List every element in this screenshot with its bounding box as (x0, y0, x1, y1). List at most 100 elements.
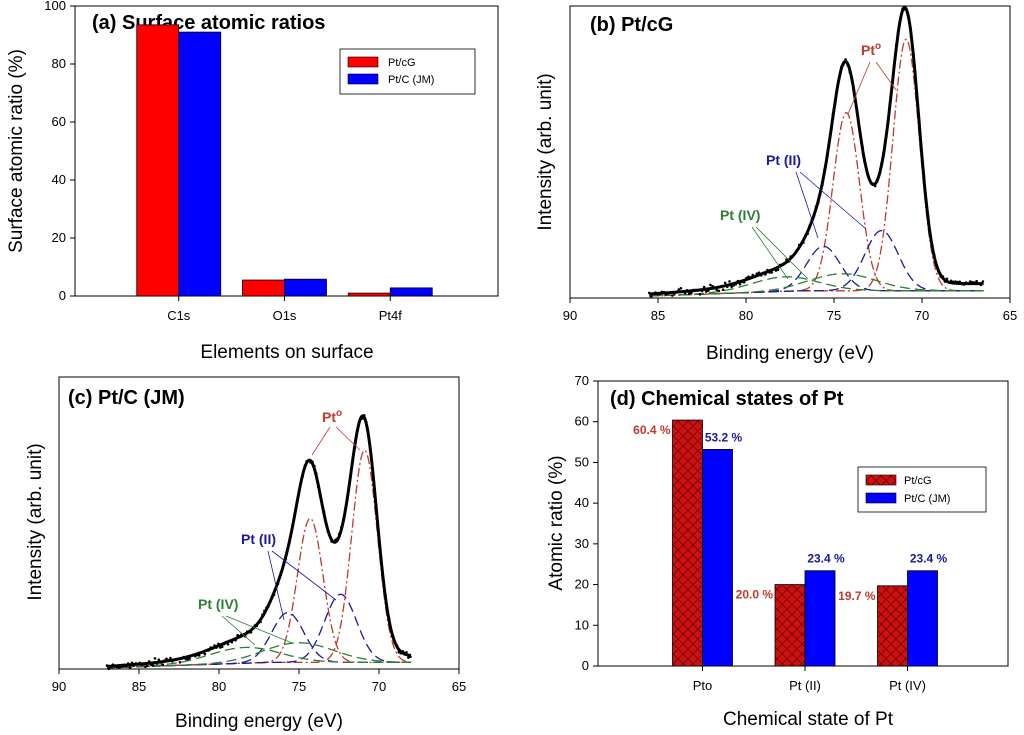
data-point (671, 294, 674, 297)
data-point (713, 287, 716, 290)
panel-b-ylabel: Intensity (arb. unit) (535, 73, 556, 230)
legend-swatch-ptc-d (865, 492, 897, 504)
data-point (960, 282, 964, 286)
data-point (386, 609, 389, 612)
y-tick-label: 50 (575, 454, 589, 469)
data-point (261, 613, 264, 616)
data-point (753, 275, 757, 279)
data-point (928, 234, 932, 238)
data-point (677, 288, 681, 291)
data-point (669, 291, 672, 295)
data-point (151, 664, 155, 667)
data-point (293, 511, 297, 515)
data-point (169, 656, 172, 660)
x-tick-label: Pt (II) (789, 678, 821, 693)
data-point (833, 102, 837, 106)
data-point (268, 600, 272, 603)
data-point (126, 662, 130, 665)
data-point (167, 658, 170, 662)
data-point (121, 665, 124, 668)
data-point (155, 662, 159, 665)
data-point (732, 284, 735, 287)
data-point (911, 52, 915, 55)
data-point (846, 64, 849, 67)
data-point (399, 651, 403, 655)
data-point (303, 464, 307, 468)
data-point (265, 606, 268, 610)
data-point (717, 289, 721, 293)
panel-b-chart: (b) Pt/cG Binding energy (eV) Intensity … (535, 5, 1017, 364)
data-point (658, 293, 662, 296)
data-point (123, 663, 126, 667)
fit-peak-ptiv (107, 646, 411, 669)
data-point (694, 288, 697, 292)
legend-label-ptcg-d: Pt/cG (904, 475, 932, 487)
data-point (757, 271, 761, 275)
y-tick-label: 0 (582, 658, 589, 673)
data-point (797, 243, 801, 247)
data-point (159, 661, 163, 664)
data-point (766, 268, 769, 272)
data-point (922, 177, 926, 181)
data-point (295, 500, 299, 504)
data-point (966, 282, 970, 285)
raw-data-points (647, 7, 985, 299)
data-point (401, 649, 405, 653)
data-point (909, 35, 913, 38)
data-point (107, 667, 111, 670)
data-point (307, 459, 310, 463)
data-point (880, 162, 883, 165)
x-tick-label: 70 (372, 679, 386, 694)
data-point (683, 291, 687, 295)
panel-d-legend: Pt/cG Pt/C (JM) (857, 466, 987, 513)
data-point (778, 263, 782, 267)
panel-c-xlabel: Binding energy (eV) (175, 711, 343, 732)
y-tick-label: 80 (52, 56, 66, 71)
pt4-label-b: Pt (IV) (720, 207, 760, 223)
data-point (685, 289, 689, 292)
data-point (812, 214, 816, 218)
x-tick-label: 90 (52, 679, 66, 694)
data-point (220, 645, 224, 648)
data-point (215, 646, 218, 649)
data-point (109, 665, 113, 668)
data-point (971, 280, 974, 284)
y-tick-label: 10 (575, 617, 589, 632)
x-tick-label: 65 (452, 679, 466, 694)
data-point (351, 459, 355, 463)
data-point (747, 275, 750, 279)
data-point (692, 288, 695, 292)
data-point (163, 659, 166, 662)
data-point (738, 283, 742, 286)
x-tick-label: 85 (651, 308, 665, 323)
data-point (956, 280, 959, 284)
data-point (886, 123, 890, 126)
data-point (751, 273, 754, 277)
data-point (270, 596, 274, 599)
data-point (376, 520, 380, 524)
data-point (234, 639, 237, 642)
legend-swatch-ptc (347, 73, 379, 85)
data-point (119, 665, 122, 669)
data-point (217, 642, 220, 646)
data-point (814, 205, 818, 208)
data-point (378, 544, 381, 548)
legend-swatch-ptcg-d (865, 474, 897, 486)
data-point (709, 283, 712, 287)
data-point (696, 289, 700, 292)
data-point (259, 620, 262, 624)
data-point (652, 292, 655, 295)
x-tick-label: 65 (1003, 308, 1017, 323)
data-point (228, 639, 232, 643)
data-point (290, 531, 293, 535)
x-tick-label: 80 (212, 679, 226, 694)
x-tick-label: 90 (563, 308, 577, 323)
data-point (384, 594, 387, 597)
data-point (397, 650, 401, 654)
data-point (660, 290, 664, 294)
data-point (146, 664, 149, 668)
data-point (134, 662, 138, 665)
x-tick-label: 85 (132, 679, 146, 694)
bar-ptc-o1s (284, 278, 327, 297)
data-point (726, 285, 729, 289)
